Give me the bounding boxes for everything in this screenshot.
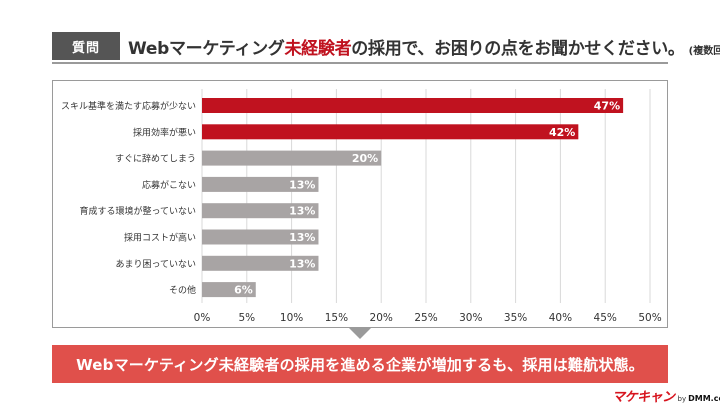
title-highlight: 未経験者: [284, 39, 352, 59]
x-tick-label: 20%: [370, 312, 393, 324]
bar: [202, 176, 319, 192]
x-tick-label: 15%: [325, 312, 348, 324]
x-tick-label: 0%: [194, 312, 211, 324]
down-pointer-icon: [349, 328, 371, 339]
bar: [202, 203, 319, 219]
bar: [202, 124, 579, 140]
bar-value-label: 20%: [352, 152, 378, 165]
category-label: スキル基準を満たす応募が少ない: [61, 100, 196, 112]
bar-value-label: 6%: [234, 284, 253, 297]
bar-value-label: 13%: [289, 178, 315, 191]
category-label: 採用効率が悪い: [133, 126, 196, 138]
category-label: 採用コストが高い: [124, 232, 196, 244]
bar: [202, 282, 256, 298]
logo-company: DMM.com: [688, 394, 720, 403]
x-tick-label: 25%: [414, 312, 437, 324]
chart-frame: 0% 5% 10% 15% 20% 25% 30% 35% 40% 45% 50% スキル基準を満たす…: [52, 80, 668, 328]
category-label: すぐに辞めてしまう: [115, 153, 196, 165]
bar: [202, 150, 382, 166]
bar: [202, 255, 319, 271]
category-label: その他: [169, 284, 196, 296]
x-tick-label: 5%: [238, 312, 255, 324]
bar-value-label: 42%: [549, 126, 575, 139]
title-note: (複数回答): [688, 46, 720, 57]
category-label: あまり困っていない: [115, 259, 196, 270]
bar-value-label: 13%: [289, 231, 315, 244]
question-title: Webマーケティング 未経験者 の採用で、お困りの点をお聞かせください。 (複数…: [128, 34, 720, 59]
bar-value-label: 13%: [289, 205, 315, 218]
bar-value-label: 47%: [594, 100, 620, 113]
bar-chart: 0% 5% 10% 15% 20% 25% 30% 35% 40% 45% 50% スキル基準を満たす…: [61, 89, 662, 324]
x-tick-label: 45%: [594, 312, 617, 324]
bar: [202, 229, 319, 245]
question-tag: 質問: [52, 32, 120, 60]
x-tick-label: 30%: [459, 312, 482, 324]
logo: マケキャン by DMM.com: [612, 386, 720, 405]
title-part2: の採用で、お困りの点をお聞かせください。: [351, 39, 685, 59]
logo-brand: マケキャン: [612, 390, 675, 405]
bar-value-label: 13%: [289, 257, 315, 270]
x-tick-label: 40%: [549, 312, 572, 324]
x-tick-label: 50%: [638, 312, 661, 324]
x-tick-label: 10%: [280, 312, 303, 324]
logo-by: by: [677, 395, 687, 403]
conclusion-banner: Webマーケティング未経験者の採用を進める企業が増加するも、採用は難航状態。: [52, 345, 668, 383]
category-label: 応募がこない: [142, 179, 196, 191]
title-part1: Webマーケティング: [128, 39, 285, 59]
category-label: 育成する環境が整っていない: [79, 205, 196, 217]
bar: [202, 98, 624, 113]
x-tick-label: 35%: [504, 312, 527, 324]
header-divider: [52, 62, 668, 64]
